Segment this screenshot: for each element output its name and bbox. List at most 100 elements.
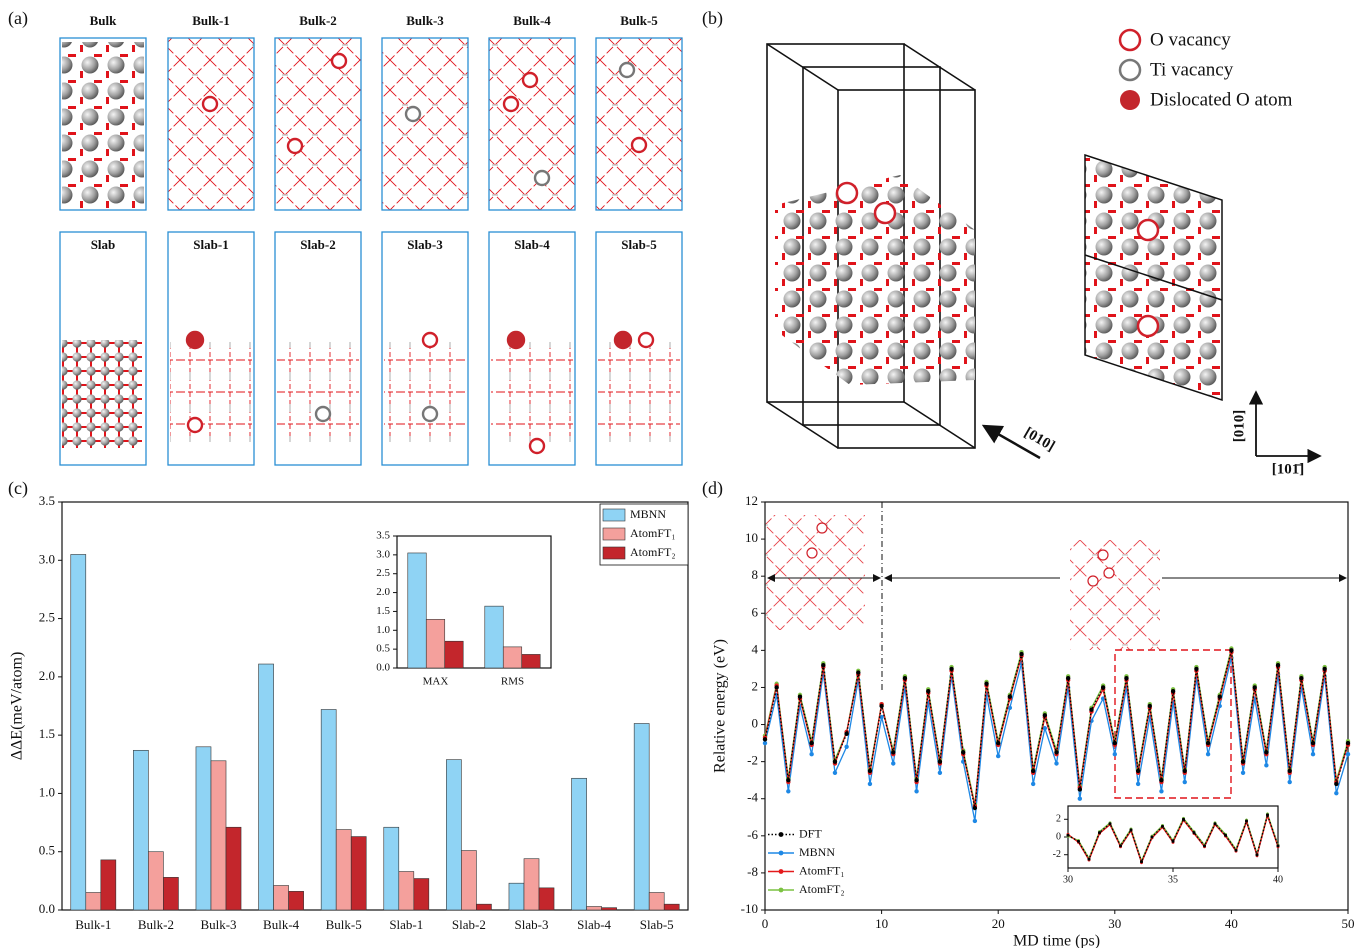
ti-vacancy <box>406 107 420 121</box>
data-point <box>1311 741 1315 745</box>
data-point <box>833 771 837 775</box>
x-tick-label: 30 <box>1108 916 1121 931</box>
data-point <box>1182 818 1185 821</box>
o-vacancy <box>817 523 827 533</box>
legend-swatch <box>603 528 625 540</box>
cell-title: Bulk-1 <box>192 13 230 28</box>
data-point <box>984 682 988 686</box>
data-point <box>1194 667 1198 671</box>
x-tick-label: Slab-2 <box>452 917 486 932</box>
data-point <box>1311 752 1315 756</box>
y-tick-label: 1.0 <box>376 624 390 636</box>
y-tick-label: -8 <box>747 864 758 879</box>
data-point <box>938 759 942 763</box>
x-tick-label: MAX <box>423 676 449 688</box>
cell-title: Slab-5 <box>621 237 657 252</box>
bar <box>426 619 444 668</box>
bar <box>259 664 274 910</box>
data-point <box>1288 769 1292 773</box>
o-vacancy <box>837 183 857 203</box>
data-point <box>949 667 953 671</box>
snapshot <box>765 515 865 630</box>
y-tick-label: 2 <box>1056 814 1061 825</box>
data-point <box>786 778 790 782</box>
data-point <box>914 778 918 782</box>
legend-label: O vacancy <box>1150 29 1231 50</box>
data-point <box>914 789 918 793</box>
data-point <box>1256 853 1259 856</box>
y-tick-label: 3.0 <box>39 551 55 566</box>
bar <box>503 647 521 668</box>
data-point <box>973 806 977 810</box>
cell-box <box>382 38 468 210</box>
o-vacancy <box>1138 316 1158 336</box>
data-point <box>1235 849 1238 852</box>
bar <box>336 830 351 910</box>
o-vacancy <box>807 548 817 558</box>
y-tick-label: 0.0 <box>376 662 390 674</box>
y-tick-label: 4 <box>752 641 759 656</box>
data-point <box>1124 676 1128 680</box>
data-point <box>1266 813 1269 816</box>
data-point <box>809 741 813 745</box>
dislocated-o <box>615 332 631 348</box>
data-point <box>1241 771 1245 775</box>
bar <box>522 654 540 668</box>
structure <box>62 340 142 448</box>
bar <box>211 761 226 910</box>
cell-title: Slab-4 <box>514 237 550 252</box>
x-tick-label: Slab-4 <box>577 917 611 932</box>
bar <box>664 904 679 910</box>
direction-label: [101̄] <box>1272 461 1305 477</box>
x-tick-label: 30 <box>1063 874 1073 885</box>
legend-marker <box>779 869 784 874</box>
legend-label: AtomFT₂ <box>630 545 676 559</box>
data-point <box>1077 840 1080 843</box>
bar <box>649 893 664 910</box>
legend-marker <box>779 832 784 837</box>
legend-marker <box>1120 60 1140 80</box>
y-tick-label: -2 <box>747 753 758 768</box>
y-tick-label: 6 <box>752 604 759 619</box>
bar <box>587 907 602 910</box>
bar <box>196 747 211 910</box>
y-tick-label: 3.0 <box>376 548 390 560</box>
cell-title: Slab-1 <box>193 237 228 252</box>
cell-title: Slab-2 <box>300 237 335 252</box>
bar <box>351 837 366 910</box>
bar <box>446 760 461 910</box>
bar <box>509 883 524 910</box>
o-vacancy <box>875 203 895 223</box>
bar <box>414 879 429 910</box>
bar <box>445 641 463 668</box>
data-point <box>844 732 848 736</box>
data-point <box>973 819 977 823</box>
y-tick-label: 3.5 <box>39 493 55 508</box>
y-tick-label: 1.0 <box>39 784 55 799</box>
data-point <box>1183 769 1187 773</box>
data-point <box>938 771 942 775</box>
panel-label: (b) <box>702 8 723 29</box>
data-point <box>1136 782 1140 786</box>
y-tick-label: 1.5 <box>39 726 55 741</box>
data-point <box>833 759 837 763</box>
data-point <box>1101 685 1105 689</box>
x-tick-label: RMS <box>501 676 524 688</box>
o-vacancy <box>1138 220 1158 240</box>
panel-label: (d) <box>702 478 723 499</box>
x-tick-label: 20 <box>992 916 1005 931</box>
data-point <box>1206 752 1210 756</box>
o-vacancy <box>203 97 217 111</box>
data-point <box>1277 844 1280 847</box>
data-point <box>1346 752 1350 756</box>
x-tick-label: Slab-3 <box>515 917 549 932</box>
bar <box>572 778 587 910</box>
dislocated-o <box>187 332 203 348</box>
bar <box>289 891 304 910</box>
structure <box>775 175 975 385</box>
plot-frame <box>62 502 688 910</box>
series-line <box>765 658 1348 821</box>
data-point <box>809 752 813 756</box>
figure: (a) Bulk Bulk-1 Bulk-2 Bulk-3 Bulk-4 Bul… <box>0 0 1357 948</box>
x-tick-label: 40 <box>1273 874 1283 885</box>
